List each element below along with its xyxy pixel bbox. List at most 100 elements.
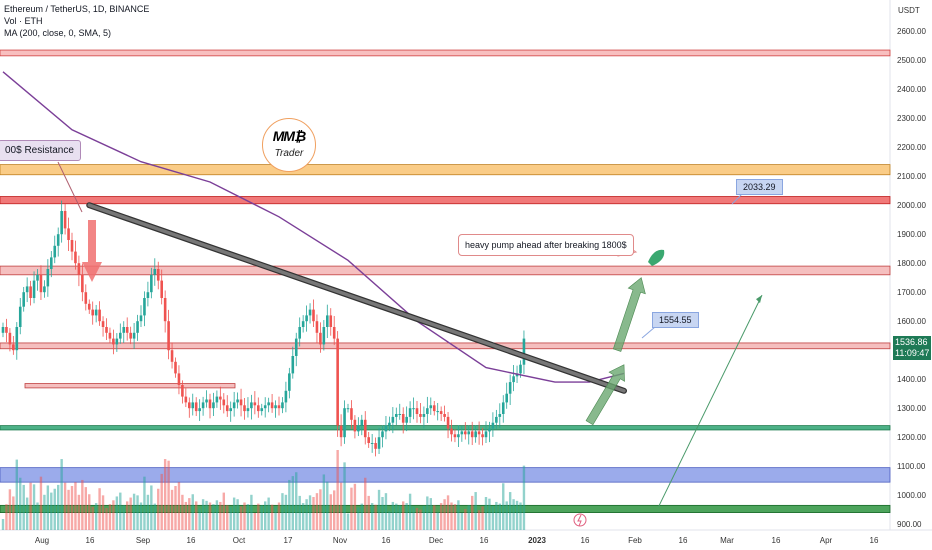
candle-body [160, 280, 163, 298]
volume-bar [39, 476, 43, 530]
candle-body [277, 405, 281, 409]
y-tick-label: 1400.00 [897, 375, 926, 384]
candle-body [98, 309, 101, 322]
x-tick-label: 16 [187, 536, 196, 545]
candle-body [205, 399, 208, 403]
volume-bar [426, 496, 429, 530]
candle-body [53, 245, 57, 258]
candle-body [212, 402, 215, 409]
volume-bar [522, 465, 526, 530]
candle-body [56, 234, 60, 246]
volume-bar [32, 484, 36, 530]
volume-bar [201, 499, 205, 530]
volume-bar [301, 503, 305, 530]
volume-bar [408, 493, 412, 530]
volume-bar [450, 502, 453, 530]
volume-bar [498, 503, 501, 530]
candle-body [491, 422, 495, 429]
volume-bar [67, 489, 70, 530]
x-tick-label: 16 [679, 536, 688, 545]
volume-bar [446, 495, 450, 530]
volume-bar [119, 492, 122, 530]
annotation-note[interactable]: heavy pump ahead after breaking 1800$ [458, 234, 634, 256]
volume-bar [219, 501, 222, 530]
volume-bar [257, 503, 260, 530]
volume-bar [112, 500, 115, 530]
volume-bar [167, 460, 170, 530]
candle-body [139, 315, 143, 322]
candle-body [367, 437, 370, 443]
candle-body [263, 405, 267, 409]
volume-bar [1, 519, 5, 530]
volume-bar [264, 501, 267, 530]
x-tick-label: 16 [382, 536, 391, 545]
volume-bar [5, 504, 8, 530]
volume-bar [443, 499, 446, 530]
volume-bar [126, 501, 129, 530]
volume-bar [53, 488, 56, 530]
candle-body [163, 298, 167, 322]
candle-body [77, 263, 81, 275]
price-tag-2033[interactable]: 2033.29 [736, 179, 783, 195]
candle-body [519, 364, 522, 374]
volume-bar [43, 494, 46, 530]
volume-bar [315, 493, 319, 530]
candle-body [29, 286, 32, 298]
volume-bar [88, 494, 91, 530]
candle-body [477, 431, 481, 435]
x-tick-label: Nov [333, 536, 347, 545]
candle-body [15, 327, 19, 351]
volume-bar [91, 506, 94, 530]
candle-body [225, 405, 229, 412]
candle-body [87, 303, 91, 310]
candle-body [346, 408, 350, 410]
zone-8 [24, 383, 236, 389]
candle-body [460, 431, 464, 435]
candle-body [156, 269, 160, 281]
volume-bar [36, 502, 39, 530]
volume-bar [243, 502, 246, 530]
ma-label: MA (200, close, 0, SMA, 5) [4, 28, 112, 38]
candle-body [25, 286, 29, 293]
y-tick-label: 1800.00 [897, 259, 926, 268]
candle-body [377, 437, 381, 449]
candle-body [467, 431, 471, 435]
candle-body [391, 416, 395, 423]
candle-body [250, 402, 253, 409]
trendline [87, 203, 626, 393]
candle-body [284, 390, 288, 403]
volume-bar [495, 501, 498, 530]
volume-bar [19, 477, 22, 530]
volume-bar [191, 494, 194, 530]
candle-body [374, 443, 377, 449]
candle-body [222, 399, 226, 406]
candle-body [91, 309, 94, 316]
price-tag-1554[interactable]: 1554.55 [652, 312, 699, 328]
candle-body [353, 419, 357, 432]
volume-bar [277, 502, 281, 530]
volume-bar [153, 503, 156, 530]
volume-bar [339, 482, 343, 530]
volume-bar [63, 482, 67, 530]
volume-bar [284, 494, 288, 530]
candle-body [470, 431, 474, 438]
candle-body [505, 393, 508, 403]
x-tick-label: Oct [233, 536, 246, 545]
volume-bar [143, 476, 146, 530]
volume-bar [457, 500, 460, 530]
candle-body [170, 350, 174, 362]
volume-bar [129, 497, 132, 530]
volume-bar [239, 506, 243, 530]
candle-body [281, 402, 284, 409]
logo-trader: Trader [274, 148, 304, 159]
candle-body [388, 422, 391, 426]
x-tick-label: Feb [628, 536, 642, 545]
volume-label: Vol · ETH [4, 16, 43, 26]
candle-body [63, 211, 67, 229]
volume-bar [25, 497, 29, 530]
x-tick-label: Sep [136, 536, 151, 545]
volume-bar [502, 483, 505, 530]
last-price-label: 1536.86 11:09:47 [893, 336, 932, 360]
axis-unit: USDT [898, 6, 920, 15]
